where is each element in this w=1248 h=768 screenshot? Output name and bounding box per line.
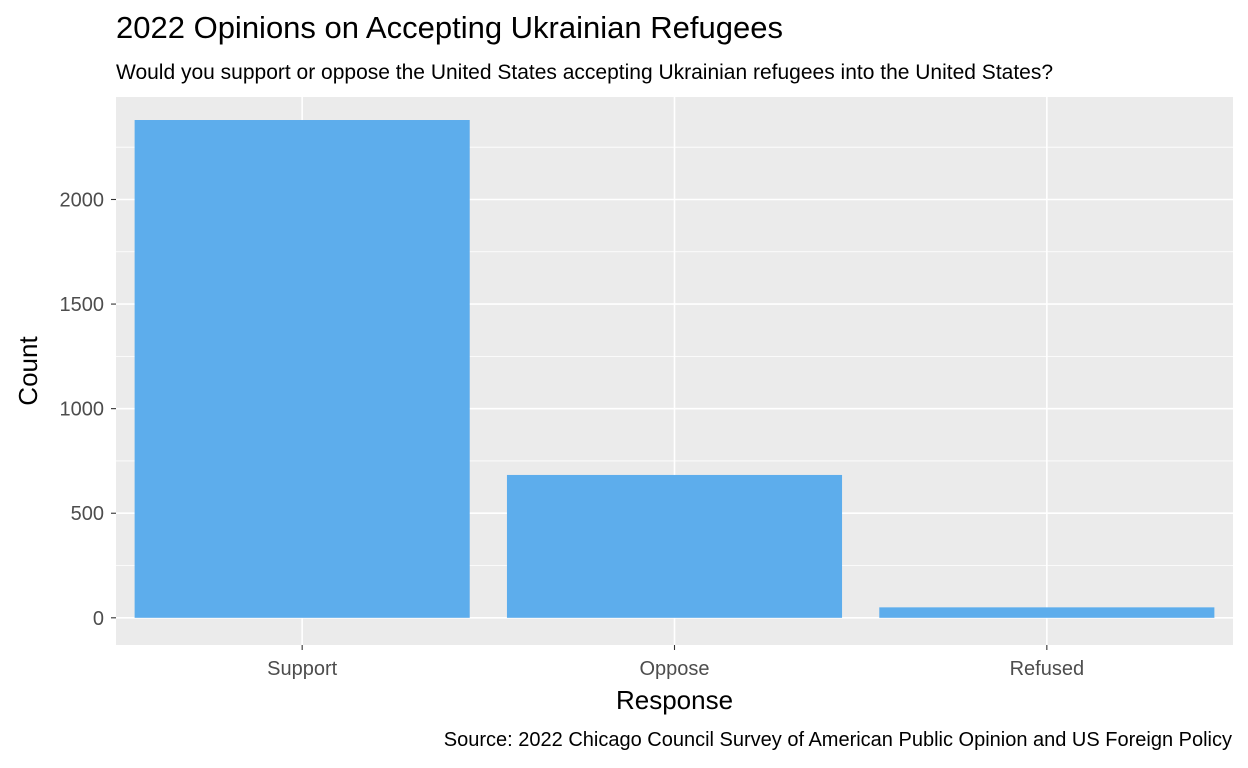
chart-title: 2022 Opinions on Accepting Ukrainian Ref… — [116, 10, 783, 45]
y-tick-label: 1500 — [60, 294, 105, 316]
bar — [506, 474, 843, 618]
y-tick-label: 500 — [71, 503, 104, 525]
x-tick-label: Refused — [1010, 658, 1085, 680]
x-axis-title: Response — [616, 685, 733, 715]
y-tick-label: 0 — [93, 608, 104, 630]
bar — [879, 607, 1215, 618]
x-tick-label: Support — [267, 658, 337, 680]
y-axis-title: Count — [13, 336, 43, 406]
y-tick-label: 1000 — [60, 399, 105, 421]
y-tick-label: 2000 — [60, 189, 105, 211]
chart-caption: Source: 2022 Chicago Council Survey of A… — [443, 729, 1232, 751]
chart-subtitle: Would you support or oppose the United S… — [116, 61, 1054, 84]
x-tick-label: Oppose — [639, 658, 709, 680]
bar — [134, 120, 470, 618]
